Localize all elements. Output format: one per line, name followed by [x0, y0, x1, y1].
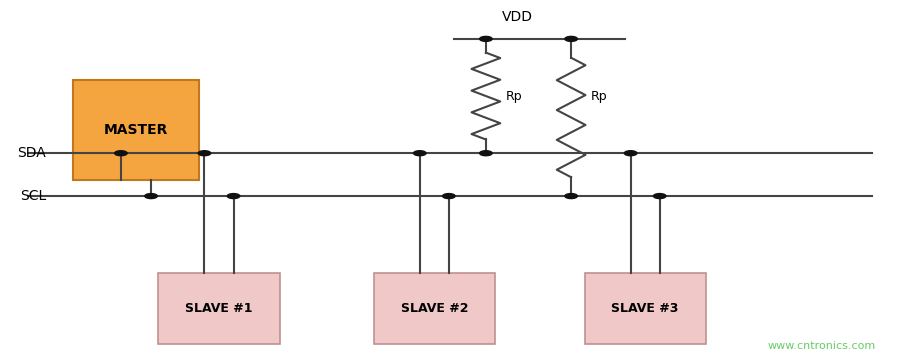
Circle shape: [653, 194, 666, 199]
FancyBboxPatch shape: [585, 273, 706, 344]
Text: SLAVE #1: SLAVE #1: [185, 302, 253, 315]
Text: Rp: Rp: [506, 90, 522, 103]
Circle shape: [625, 151, 637, 156]
Circle shape: [114, 151, 127, 156]
Text: SLAVE #2: SLAVE #2: [400, 302, 468, 315]
FancyBboxPatch shape: [158, 273, 280, 344]
Circle shape: [443, 194, 455, 199]
Text: SCL: SCL: [20, 189, 46, 203]
Circle shape: [480, 36, 492, 41]
Text: VDD: VDD: [502, 10, 533, 24]
Circle shape: [565, 194, 578, 199]
Text: Rp: Rp: [591, 90, 608, 103]
FancyBboxPatch shape: [73, 80, 199, 180]
Text: MASTER: MASTER: [104, 123, 168, 137]
Circle shape: [227, 194, 239, 199]
Circle shape: [480, 151, 492, 156]
Circle shape: [413, 151, 426, 156]
FancyBboxPatch shape: [374, 273, 495, 344]
Text: SDA: SDA: [17, 146, 46, 160]
Text: SLAVE #3: SLAVE #3: [611, 302, 679, 315]
Circle shape: [565, 36, 578, 41]
Text: www.cntronics.com: www.cntronics.com: [768, 342, 877, 351]
Circle shape: [145, 194, 158, 199]
Circle shape: [198, 151, 211, 156]
